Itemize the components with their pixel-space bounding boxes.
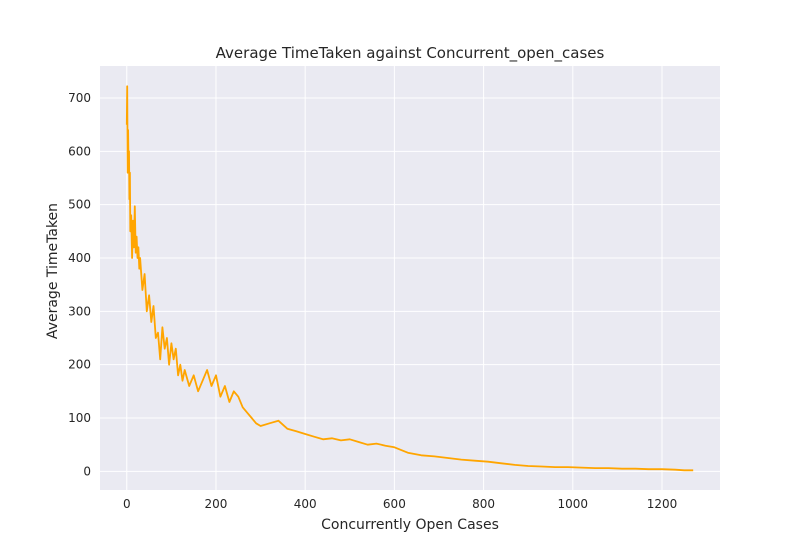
series-layer bbox=[125, 85, 694, 472]
y-tick-label-6: 600 bbox=[68, 144, 91, 158]
y-tick-label-2: 200 bbox=[68, 358, 91, 372]
x-tick-label-6: 1200 bbox=[647, 497, 678, 511]
y-tick-label-4: 400 bbox=[68, 251, 91, 265]
horizontal-gridlines bbox=[100, 97, 720, 472]
chart-title: Average TimeTaken against Concurrent_ope… bbox=[216, 44, 605, 63]
x-tick-labels: 0 200 400 600 800 1000 1200 bbox=[123, 497, 677, 511]
x-tick-label-3: 600 bbox=[383, 497, 406, 511]
plot-area bbox=[100, 66, 720, 490]
y-tick-labels: 0 100 200 300 400 500 600 700 bbox=[68, 91, 91, 478]
y-tick-label-1: 100 bbox=[68, 411, 91, 425]
x-tick-label-0: 0 bbox=[123, 497, 131, 511]
vertical-gridlines bbox=[126, 66, 663, 490]
x-tick-label-5: 1000 bbox=[558, 497, 589, 511]
y-tick-label-0: 0 bbox=[83, 464, 91, 478]
y-tick-label-3: 300 bbox=[68, 304, 91, 318]
x-tick-label-1: 200 bbox=[205, 497, 228, 511]
x-tick-label-4: 800 bbox=[472, 497, 495, 511]
x-axis-title: Concurrently Open Cases bbox=[321, 517, 499, 533]
y-tick-label-7: 700 bbox=[68, 91, 91, 105]
y-axis-title: Average TimeTaken bbox=[45, 203, 61, 339]
y-tick-label-5: 500 bbox=[68, 198, 91, 212]
series-line-0 bbox=[125, 85, 694, 472]
x-tick-label-2: 400 bbox=[294, 497, 317, 511]
